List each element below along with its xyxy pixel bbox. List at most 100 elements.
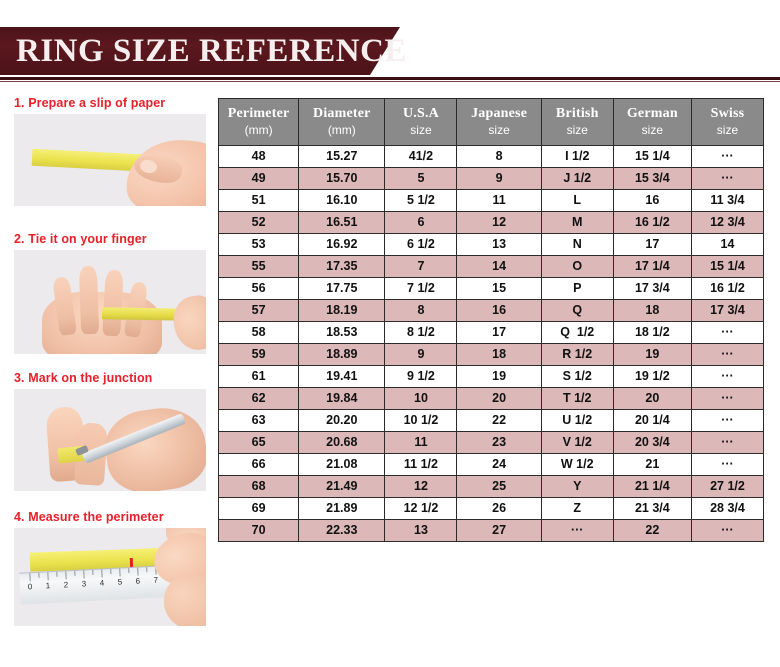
cell-usa: 5 1/2	[385, 189, 457, 211]
cell-diameter: 18.19	[299, 299, 385, 321]
cell-swiss: ···	[691, 409, 763, 431]
cell-german: 17 3/4	[613, 277, 691, 299]
cell-swiss: ···	[691, 321, 763, 343]
cell-swiss: ···	[691, 343, 763, 365]
step-1: 1. Prepare a slip of paper	[14, 96, 206, 206]
cell-japanese: 17	[457, 321, 541, 343]
cell-swiss: 15 1/4	[691, 255, 763, 277]
table-row: 61 19.41 9 1/2 19 S 1/2 19 1/2 ···	[219, 365, 763, 387]
column-header-usa: U.S.A size	[385, 99, 457, 145]
cell-perimeter: 65	[219, 431, 299, 453]
cell-german: 16 1/2	[613, 211, 691, 233]
ruler-tick	[74, 570, 76, 576]
table-row: 63 20.20 10 1/2 22 U 1/2 20 1/4 ···	[219, 409, 763, 431]
cell-swiss: 14	[691, 233, 763, 255]
cell-japanese: 16	[457, 299, 541, 321]
column-header-british: British size	[541, 99, 613, 145]
ruler-tick	[38, 572, 40, 578]
cell-swiss: 28 3/4	[691, 497, 763, 519]
cell-japanese: 13	[457, 233, 541, 255]
cell-perimeter: 57	[219, 299, 299, 321]
finger-middle	[78, 265, 100, 335]
table-row: 57 18.19 8 16 Q 18 17 3/4	[219, 299, 763, 321]
cell-german: 15 1/4	[613, 145, 691, 167]
cell-perimeter: 68	[219, 475, 299, 497]
title-banner: RING SIZE REFERENCE	[0, 27, 780, 75]
cell-perimeter: 69	[219, 497, 299, 519]
cell-british: S 1/2	[541, 365, 613, 387]
cell-perimeter: 56	[219, 277, 299, 299]
cell-usa: 11	[385, 431, 457, 453]
cell-swiss: ···	[691, 387, 763, 409]
cell-perimeter: 66	[219, 453, 299, 475]
cell-british: U 1/2	[541, 409, 613, 431]
cell-swiss: 12 3/4	[691, 211, 763, 233]
ring-size-table: Perimeter (mm) Diameter (mm) U.S.A size …	[218, 98, 764, 542]
cell-swiss: ···	[691, 453, 763, 475]
cell-british: Q	[541, 299, 613, 321]
cell-diameter: 22.33	[299, 519, 385, 541]
cell-perimeter: 55	[219, 255, 299, 277]
step-4: 4. Measure the perimeter 0123456789	[14, 510, 206, 626]
cell-japanese: 26	[457, 497, 541, 519]
cell-diameter: 21.49	[299, 475, 385, 497]
step-3: 3. Mark on the junction	[14, 371, 206, 491]
cell-german: 17	[613, 233, 691, 255]
cell-japanese: 24	[457, 453, 541, 475]
cell-german: 22	[613, 519, 691, 541]
cell-usa: 7 1/2	[385, 277, 457, 299]
cell-diameter: 19.41	[299, 365, 385, 387]
ruler-tick	[128, 568, 130, 574]
ruler-number: 2	[63, 580, 69, 590]
cell-diameter: 17.35	[299, 255, 385, 277]
cell-diameter: 17.75	[299, 277, 385, 299]
cell-british: R 1/2	[541, 343, 613, 365]
cell-british: ···	[541, 519, 613, 541]
cell-japanese: 25	[457, 475, 541, 497]
cell-usa: 41/2	[385, 145, 457, 167]
cell-german: 19	[613, 343, 691, 365]
cell-diameter: 21.89	[299, 497, 385, 519]
ruler-tick	[83, 570, 85, 579]
cell-usa: 8	[385, 299, 457, 321]
cell-swiss: 17 3/4	[691, 299, 763, 321]
cell-usa: 10 1/2	[385, 409, 457, 431]
cell-perimeter: 62	[219, 387, 299, 409]
table-row: 62 19.84 10 20 T 1/2 20 ···	[219, 387, 763, 409]
cell-british: T 1/2	[541, 387, 613, 409]
cell-german: 20 1/4	[613, 409, 691, 431]
cell-german: 21	[613, 453, 691, 475]
cell-perimeter: 59	[219, 343, 299, 365]
cell-japanese: 23	[457, 431, 541, 453]
ruler-number: 4	[99, 578, 105, 588]
cell-usa: 5	[385, 167, 457, 189]
cell-british: M	[541, 211, 613, 233]
ruler-tick	[119, 568, 121, 577]
table-row: 68 21.49 12 25 Y 21 1/4 27 1/2	[219, 475, 763, 497]
cell-swiss: ···	[691, 365, 763, 387]
page-title: RING SIZE REFERENCE	[16, 33, 407, 69]
cell-japanese: 11	[457, 189, 541, 211]
cell-usa: 8 1/2	[385, 321, 457, 343]
instruction-steps: 1. Prepare a slip of paper 2. Tie it on …	[14, 96, 206, 656]
cell-diameter: 21.08	[299, 453, 385, 475]
cell-perimeter: 58	[219, 321, 299, 343]
ruler-tick	[101, 569, 103, 578]
cell-japanese: 14	[457, 255, 541, 277]
cell-british: I 1/2	[541, 145, 613, 167]
cell-japanese: 12	[457, 211, 541, 233]
cell-usa: 9	[385, 343, 457, 365]
cell-swiss: ···	[691, 145, 763, 167]
column-header-german: German size	[613, 99, 691, 145]
column-header-diameter: Diameter (mm)	[299, 99, 385, 145]
cell-perimeter: 53	[219, 233, 299, 255]
ruler-number: 1	[45, 581, 51, 591]
cell-british: Y	[541, 475, 613, 497]
cell-british: Z	[541, 497, 613, 519]
cell-perimeter: 51	[219, 189, 299, 211]
cell-perimeter: 70	[219, 519, 299, 541]
cell-diameter: 15.70	[299, 167, 385, 189]
column-header-swiss: Swiss size	[691, 99, 763, 145]
step-1-label: 1. Prepare a slip of paper	[14, 96, 166, 110]
cell-swiss: 11 3/4	[691, 189, 763, 211]
